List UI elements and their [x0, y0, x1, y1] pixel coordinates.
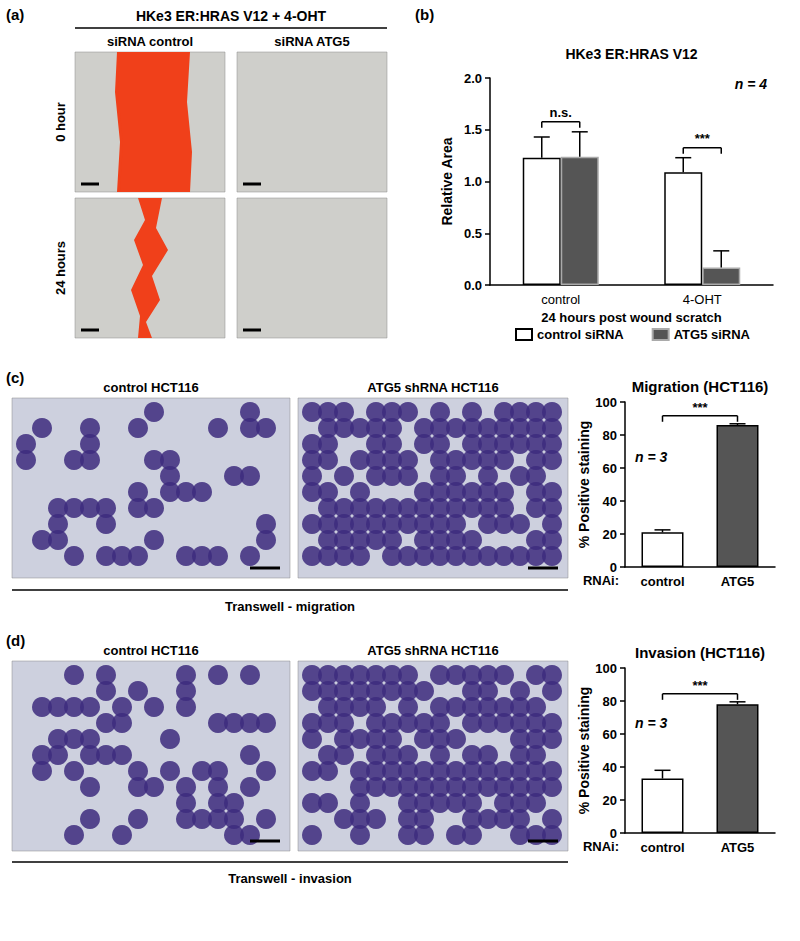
svg-text:0.5: 0.5	[464, 226, 482, 241]
svg-text:60: 60	[603, 727, 617, 742]
svg-text:24 hours: 24 hours	[53, 241, 68, 295]
svg-text:4-OHT: 4-OHT	[683, 292, 722, 307]
svg-text:control: control	[541, 292, 580, 307]
svg-text:40: 40	[603, 494, 617, 509]
svg-text:1.5: 1.5	[464, 122, 482, 137]
svg-text:siRNA ATG5: siRNA ATG5	[274, 34, 349, 49]
svg-text:80: 80	[603, 428, 617, 443]
svg-text:control HCT116: control HCT116	[103, 380, 198, 395]
svg-text:RNAi:: RNAi:	[583, 839, 619, 854]
svg-text:(b): (b)	[415, 6, 434, 23]
svg-text:Transwell - invasion: Transwell - invasion	[228, 871, 352, 886]
svg-text:control: control	[640, 574, 684, 589]
svg-text:RNAi:: RNAi:	[583, 573, 619, 588]
svg-text:(d): (d)	[6, 632, 25, 649]
svg-text:control siRNA: control siRNA	[537, 327, 624, 342]
svg-text:% Positive staining: % Positive staining	[576, 421, 592, 549]
svg-text:Relative Area: Relative Area	[439, 137, 455, 225]
svg-text:Transwell - migration: Transwell - migration	[225, 599, 355, 614]
svg-text:HKe3 ER:HRAS V12: HKe3 ER:HRAS V12	[565, 46, 697, 62]
svg-text:0 hour: 0 hour	[53, 102, 68, 142]
svg-text:HKe3 ER:HRAS V12 + 4-OHT: HKe3 ER:HRAS V12 + 4-OHT	[136, 8, 327, 24]
svg-text:n = 3: n = 3	[635, 715, 668, 731]
svg-text:n = 3: n = 3	[635, 449, 668, 465]
svg-text:20: 20	[603, 527, 617, 542]
svg-text:***: ***	[692, 678, 708, 693]
svg-text:40: 40	[603, 760, 617, 775]
svg-text:(a): (a)	[6, 6, 24, 23]
svg-text:80: 80	[603, 694, 617, 709]
svg-text:ATG5: ATG5	[721, 574, 755, 589]
svg-text:***: ***	[695, 131, 711, 146]
svg-text:siRNA control: siRNA control	[107, 34, 193, 49]
svg-text:100: 100	[595, 395, 617, 410]
svg-text:24 hours post wound scratch: 24 hours post wound scratch	[541, 310, 722, 325]
svg-text:n = 4: n = 4	[735, 76, 768, 92]
svg-text:control HCT116: control HCT116	[103, 643, 198, 658]
svg-text:0: 0	[609, 559, 617, 575]
svg-text:ATG5 shRNA HCT116: ATG5 shRNA HCT116	[367, 380, 498, 395]
svg-text:ATG5 shRNA HCT116: ATG5 shRNA HCT116	[367, 643, 498, 658]
svg-text:2.0: 2.0	[464, 71, 482, 86]
svg-text:(c): (c)	[6, 369, 24, 386]
svg-text:Invasion (HCT116): Invasion (HCT116)	[635, 644, 765, 661]
svg-text:ATG5 siRNA: ATG5 siRNA	[674, 327, 751, 342]
svg-text:60: 60	[603, 461, 617, 476]
svg-text:***: ***	[692, 400, 708, 415]
svg-text:control: control	[640, 840, 684, 855]
svg-text:ATG5: ATG5	[721, 840, 755, 855]
svg-text:0.0: 0.0	[464, 278, 482, 293]
svg-text:% Positive staining: % Positive staining	[576, 687, 592, 815]
svg-text:0: 0	[609, 825, 617, 841]
svg-text:1.0: 1.0	[464, 174, 482, 189]
svg-text:20: 20	[603, 793, 617, 808]
svg-text:n.s.: n.s.	[550, 105, 572, 120]
svg-text:100: 100	[595, 661, 617, 676]
svg-text:Migration (HCT116): Migration (HCT116)	[632, 378, 769, 395]
